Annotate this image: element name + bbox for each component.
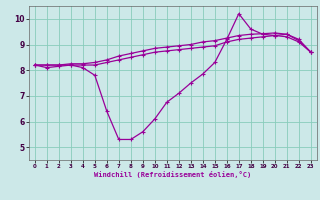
X-axis label: Windchill (Refroidissement éolien,°C): Windchill (Refroidissement éolien,°C) bbox=[94, 171, 252, 178]
